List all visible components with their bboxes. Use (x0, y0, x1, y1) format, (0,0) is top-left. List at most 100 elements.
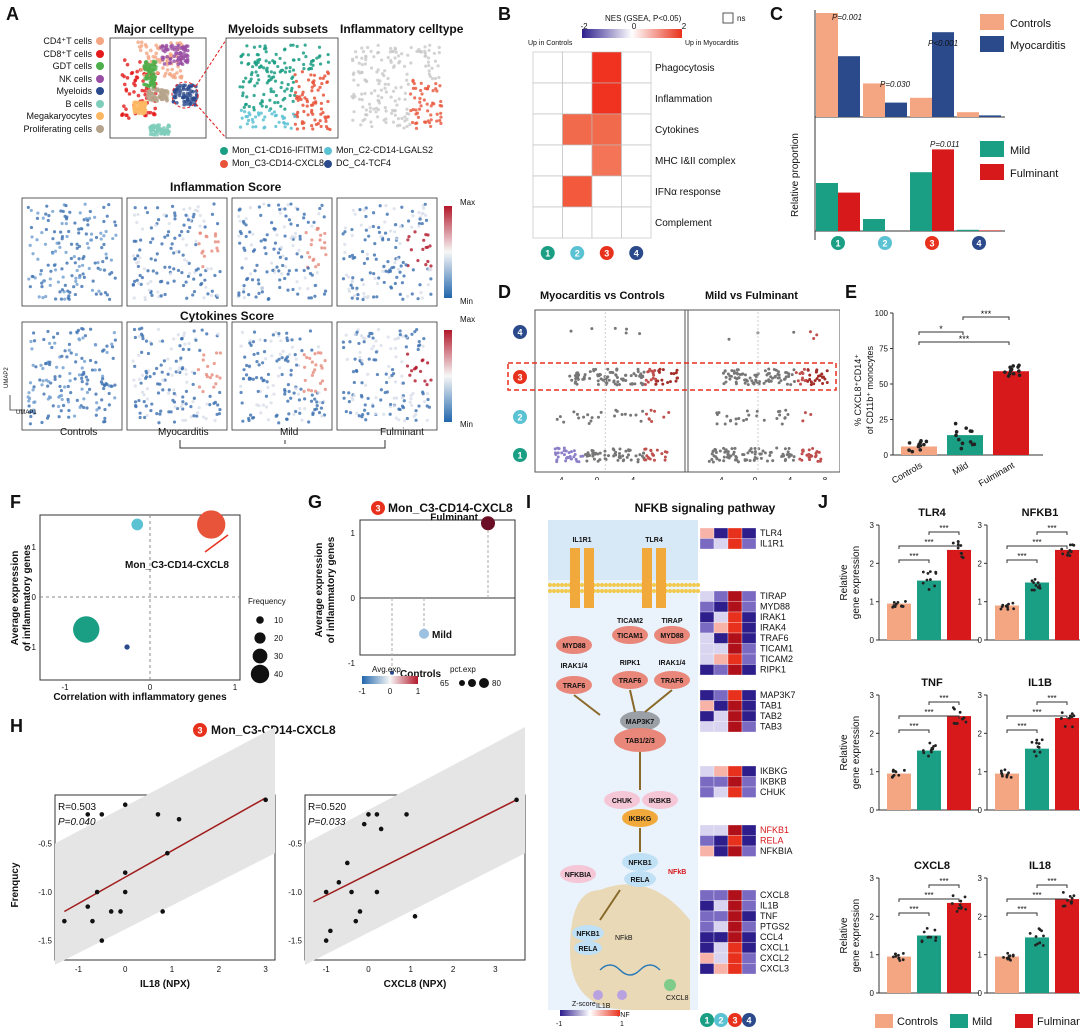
j-sig-a-4: *** (909, 905, 918, 914)
score-cell (360, 381, 364, 385)
heat-cell-1-2-2 (727, 611, 743, 623)
score-cell (46, 384, 50, 388)
myeloid-cell (254, 70, 258, 74)
e-ylabel-2: of CD11b⁺ monocytes (865, 345, 875, 434)
i-zscore-min: -1 (556, 1021, 562, 1028)
umap-cell (165, 98, 169, 103)
inflammatory-cell (384, 109, 388, 113)
j-point (1060, 711, 1064, 715)
score-cell (144, 369, 148, 373)
j-point (1061, 552, 1065, 556)
score-cell (60, 397, 64, 402)
score-cell (218, 390, 222, 395)
inflammatory-cell (359, 123, 363, 127)
score-cell (32, 339, 37, 343)
bar-mild-3 (957, 229, 979, 231)
score-cell (55, 241, 59, 245)
membrane-lipid (668, 589, 672, 593)
logfc-dot (634, 413, 638, 417)
logfc-dot (823, 377, 827, 381)
score-cell (192, 371, 197, 375)
membrane-lipid (616, 583, 620, 587)
logfc-dot (808, 378, 812, 382)
logfc-dot (672, 372, 676, 376)
pathway-arrow-2 (644, 689, 673, 713)
score-cell (114, 223, 118, 227)
myeloid-cell (305, 104, 309, 108)
myeloid-cell (326, 52, 330, 57)
score-cell (136, 254, 140, 258)
celltype-label-6: Megakaryocytes (26, 111, 92, 121)
score-cell (353, 212, 357, 216)
umap-cell (191, 83, 195, 88)
score-cell (38, 378, 42, 382)
score-cell (60, 288, 65, 292)
heat-cell-2-0-1 (713, 689, 729, 701)
myeloid-cell (280, 81, 284, 85)
umap-cell (180, 62, 185, 67)
score-cell (291, 244, 295, 248)
j-title-TLR4: TLR4 (918, 507, 946, 519)
score-cell (194, 338, 198, 342)
score-cell (401, 381, 405, 385)
score-cell (69, 256, 73, 261)
nes-cell-5-1 (562, 206, 593, 239)
heat-cell-2-2-2 (727, 710, 743, 722)
umap-cell (154, 43, 158, 48)
logfc-dot (808, 373, 812, 377)
logfc-dot (808, 458, 812, 462)
umap-cell (181, 85, 186, 90)
j-point (1007, 771, 1010, 775)
j-legend-label-2: Fulminant (1037, 1016, 1080, 1028)
score-cell (259, 213, 263, 218)
j-point (1032, 581, 1035, 584)
score-cell (385, 212, 389, 216)
cluster-badge-b-3-bg (629, 246, 644, 260)
score-cell (57, 415, 61, 419)
score-cell (344, 273, 348, 277)
score-cell (155, 412, 159, 416)
score-cell (375, 295, 379, 299)
umap-cell (161, 131, 166, 135)
j-ylabel2-0: gene expression (851, 546, 862, 619)
heat-gene-CXCL8: CXCL8 (760, 890, 789, 900)
umap-cell (170, 67, 175, 72)
subset-dot-1 (324, 147, 332, 155)
umap-cell (157, 125, 161, 130)
nes-cell-3-2 (591, 144, 622, 177)
umap-cell (143, 89, 147, 93)
inflammatory-cell (429, 124, 433, 129)
heat-gene-CXCL3: CXCL3 (760, 964, 789, 974)
logfc-dot (660, 378, 664, 382)
score-cell (216, 293, 220, 297)
score-cell (265, 233, 269, 237)
umap-cell (133, 106, 138, 110)
score-cell (59, 209, 63, 213)
heat-gene-IRAK4: IRAK4 (760, 623, 786, 633)
myeloid-cell (251, 125, 255, 129)
heat-cell-5-4-0 (699, 931, 715, 943)
score-cell (61, 209, 65, 214)
score-cell (169, 272, 173, 276)
logfc-dot (800, 370, 804, 374)
umap-cell (143, 100, 148, 105)
node-nfkbia: NFKBIA (565, 872, 591, 879)
score-cell (351, 256, 355, 260)
myeloid-cell (264, 105, 268, 109)
score-cell (39, 269, 43, 273)
score-cell (61, 275, 65, 279)
score-cell (314, 265, 318, 269)
inflammatory-cell (395, 103, 399, 107)
heat-cell-4-0-2 (727, 824, 743, 836)
score-cell (173, 217, 177, 221)
myeloid-cell (291, 80, 296, 84)
score-cell (169, 410, 173, 414)
h-point (160, 909, 165, 914)
membrane-lipid (620, 583, 624, 587)
score-cell (181, 395, 185, 399)
ns-label: ns (737, 14, 745, 23)
myeloid-cell (289, 43, 293, 47)
j-sig-b-2: *** (939, 694, 948, 703)
